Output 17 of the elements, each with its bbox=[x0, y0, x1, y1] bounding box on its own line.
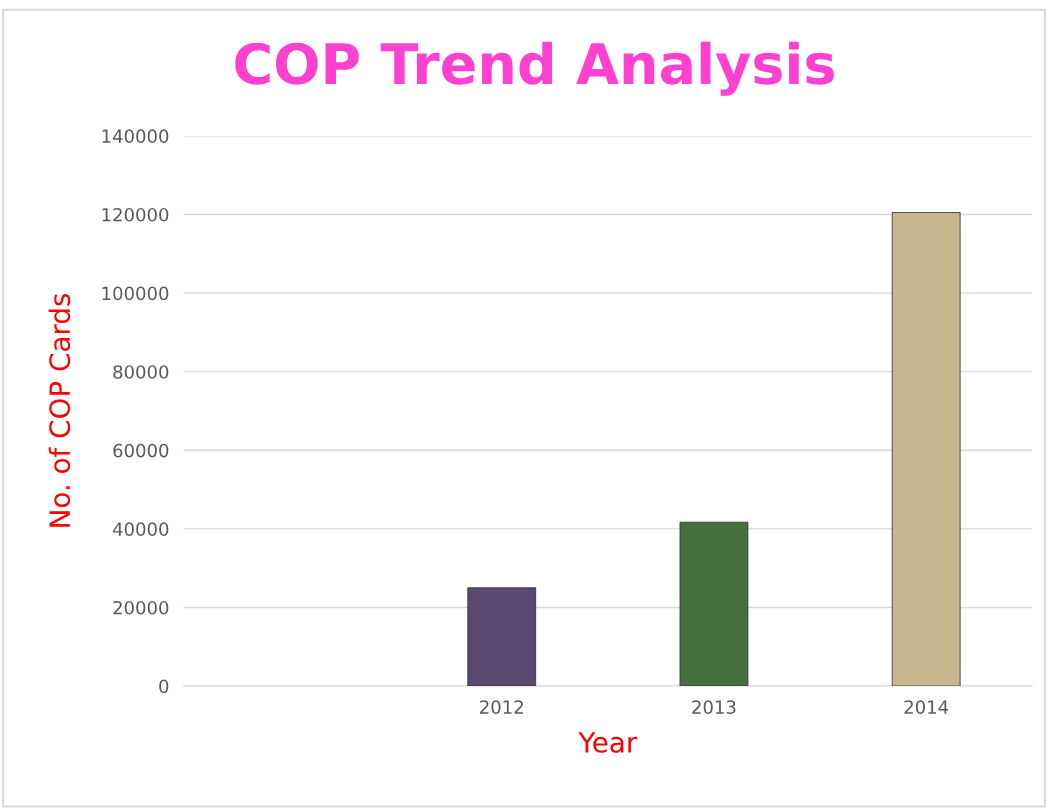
y-tick-label: 0 bbox=[159, 679, 169, 694]
y-tick-label: 60000 bbox=[113, 443, 169, 458]
bar bbox=[467, 587, 537, 687]
y-axis-title: No. of COP Cards bbox=[48, 293, 71, 527]
chart-title: COP Trend Analysis bbox=[235, 41, 834, 96]
y-tick-label: 100000 bbox=[102, 286, 169, 301]
x-tick-label: 2014 bbox=[904, 700, 949, 714]
bar bbox=[679, 521, 749, 687]
y-tick-label: 140000 bbox=[102, 129, 169, 144]
y-tick-label: 120000 bbox=[102, 207, 169, 222]
y-tick-label: 40000 bbox=[112, 522, 169, 536]
y-tick-label: 20000 bbox=[113, 600, 169, 615]
x-axis-title: Year bbox=[578, 732, 638, 753]
bar bbox=[891, 212, 961, 687]
y-tick-label: 80000 bbox=[113, 365, 169, 379]
x-tick-label: 2012 bbox=[480, 700, 523, 714]
x-tick-label: 2013 bbox=[692, 700, 736, 714]
